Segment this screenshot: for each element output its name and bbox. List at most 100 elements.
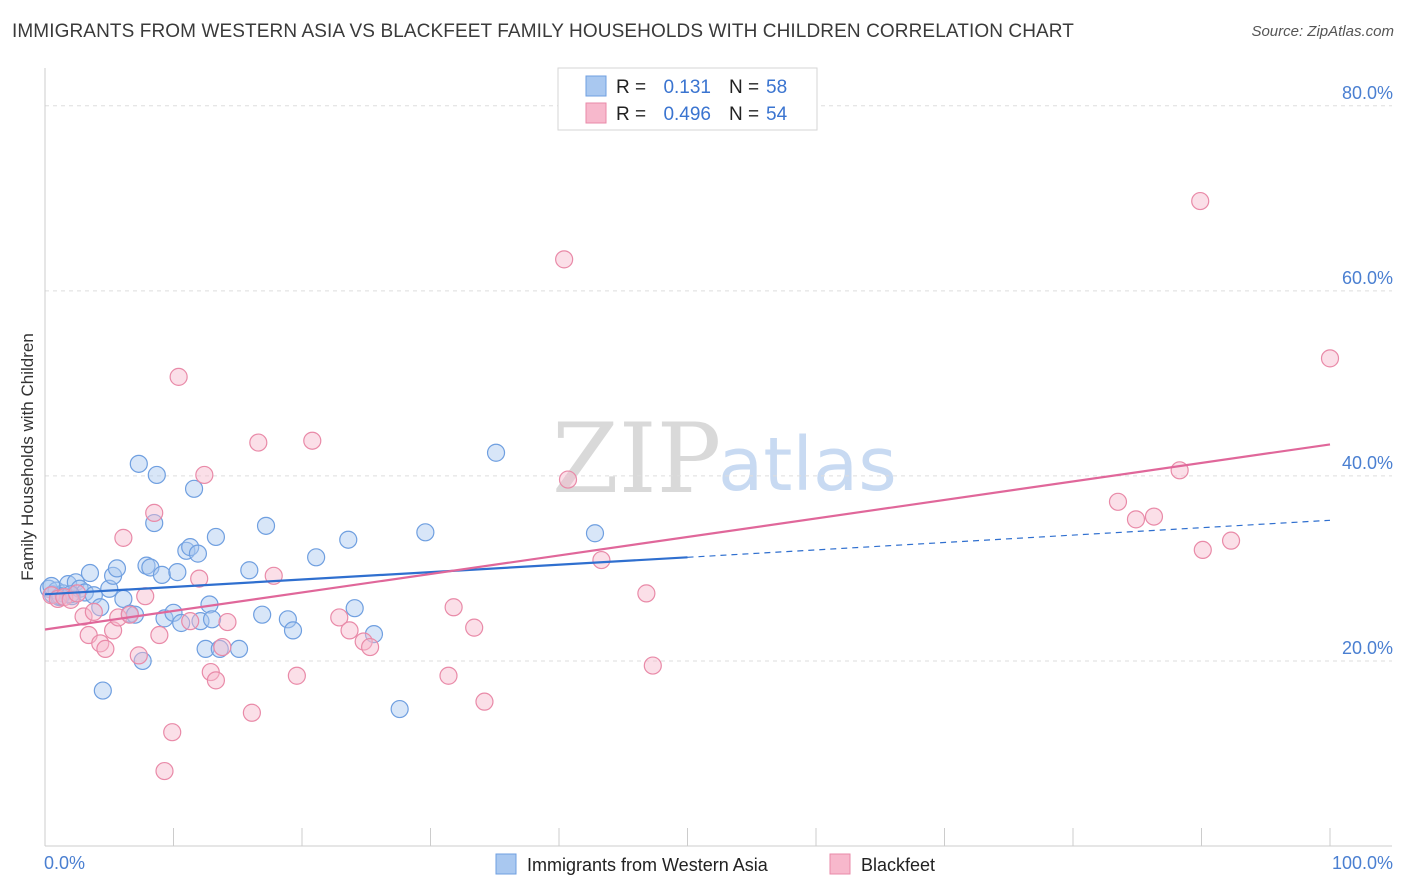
blackfeet-point: [637, 584, 656, 603]
western-asia-point: [278, 610, 297, 629]
western-asia-point: [206, 527, 226, 547]
bottom-legend-swatch-blue: [495, 853, 517, 875]
western-asia-point: [307, 548, 326, 567]
western-asia-point: [390, 699, 409, 719]
legend-r-label-2: R =: [616, 104, 646, 125]
western-asia-point: [168, 563, 187, 582]
legend-n-value-1: 58: [766, 77, 787, 98]
western-asia-point: [172, 613, 191, 633]
western-asia-point: [188, 544, 208, 563]
watermark: ZIP atlas: [552, 403, 897, 515]
blackfeet-point: [558, 470, 578, 489]
blackfeet-point: [444, 598, 463, 617]
blackfeet-trend-line: [44, 443, 1331, 631]
y-axis-label: Family Households with Children: [18, 333, 37, 581]
western-asia-point: [93, 681, 112, 700]
western-asia-point: [155, 609, 174, 628]
western-asia-point: [80, 563, 100, 583]
western-asia-point: [129, 454, 148, 473]
western-asia-point: [256, 516, 276, 535]
blackfeet-point: [206, 671, 226, 690]
blackfeet-point: [1320, 349, 1340, 368]
western-asia-point: [486, 443, 506, 462]
series-western-asia-points: [39, 443, 605, 719]
y-tick-label-20: 20.0%: [1342, 638, 1393, 658]
western-asia-trend-extension: [687, 519, 1331, 558]
western-asia-point: [585, 524, 605, 543]
blackfeet-point: [1126, 510, 1146, 529]
y-tick-label-40: 40.0%: [1342, 453, 1393, 473]
blackfeet-point: [330, 608, 349, 627]
western-asia-point: [145, 513, 164, 533]
blackfeet-point: [643, 656, 662, 675]
western-asia-point: [240, 561, 259, 580]
western-asia-point: [283, 621, 303, 640]
western-asia-point: [229, 639, 249, 659]
blackfeet-point: [287, 666, 306, 685]
western-asia-point: [416, 523, 435, 542]
blackfeet-point: [361, 637, 380, 657]
blackfeet-point: [218, 612, 237, 632]
correlation-legend: R = 0.131 N = 58 R = 0.496 N = 54: [557, 67, 818, 131]
x-tick-label-max: 100.0%: [1332, 853, 1393, 873]
legend-r-value-1: 0.131: [663, 77, 711, 98]
western-asia-point: [253, 605, 272, 624]
series-blackfeet-points: [42, 191, 1340, 781]
trend-lines: [44, 443, 1331, 631]
western-asia-point: [147, 465, 166, 485]
western-asia-trend-line: [44, 556, 688, 596]
watermark-atlas: atlas: [718, 422, 897, 508]
legend-swatch-blue: [585, 75, 607, 97]
x-tick-marks: [173, 828, 1331, 846]
source-label: Source: ZipAtlas.com: [1251, 23, 1394, 40]
blackfeet-point: [340, 621, 359, 640]
blackfeet-point: [91, 634, 110, 653]
blackfeet-point: [303, 431, 322, 450]
blackfeet-point: [1191, 191, 1210, 211]
blackfeet-point: [1193, 540, 1212, 560]
blackfeet-point: [439, 666, 458, 685]
blackfeet-point: [120, 605, 139, 624]
blackfeet-point: [1221, 531, 1241, 550]
blackfeet-point: [475, 692, 494, 711]
chart-title: IMMIGRANTS FROM WESTERN ASIA VS BLACKFEE…: [12, 21, 1074, 42]
blackfeet-point: [213, 637, 232, 657]
blackfeet-point: [136, 587, 155, 606]
western-asia-point: [152, 565, 172, 584]
bottom-legend-swatch-pink: [829, 853, 851, 875]
blackfeet-point: [145, 503, 164, 522]
legend-r-label-1: R =: [616, 77, 646, 98]
blackfeet-point: [96, 639, 115, 659]
legend-n-label-2: N =: [729, 104, 759, 125]
legend-n-value-2: 54: [766, 104, 788, 125]
blackfeet-point: [169, 367, 188, 386]
y-tick-label-60: 60.0%: [1342, 268, 1393, 288]
blackfeet-point: [190, 569, 209, 588]
blackfeet-point: [465, 618, 484, 637]
y-tick-labels: 20.0% 40.0% 60.0% 80.0%: [1342, 83, 1393, 658]
blackfeet-point: [1144, 507, 1164, 526]
y-tick-label-80: 80.0%: [1342, 83, 1393, 103]
western-asia-point: [107, 559, 127, 578]
blackfeet-point: [84, 602, 103, 621]
legend-r-value-2: 0.496: [663, 104, 711, 125]
blackfeet-point: [1108, 492, 1128, 511]
bottom-legend-label-blue: Immigrants from Western Asia: [527, 855, 769, 875]
bottom-legend-label-pink: Blackfeet: [861, 855, 935, 875]
blackfeet-point: [150, 625, 169, 645]
blackfeet-point: [61, 590, 80, 609]
gridlines: [45, 105, 1392, 662]
blackfeet-point: [242, 703, 261, 722]
blackfeet-point: [249, 433, 268, 452]
blackfeet-point: [155, 761, 174, 781]
western-asia-point: [184, 479, 204, 498]
x-tick-label-min: 0.0%: [44, 853, 85, 873]
western-asia-point: [339, 530, 358, 549]
western-asia-point: [202, 610, 222, 629]
blackfeet-point: [592, 550, 611, 570]
legend-n-label-1: N =: [729, 77, 759, 98]
blackfeet-point: [163, 723, 182, 742]
blackfeet-point: [555, 250, 574, 269]
series-legend: Immigrants from Western Asia Blackfeet: [495, 853, 935, 875]
